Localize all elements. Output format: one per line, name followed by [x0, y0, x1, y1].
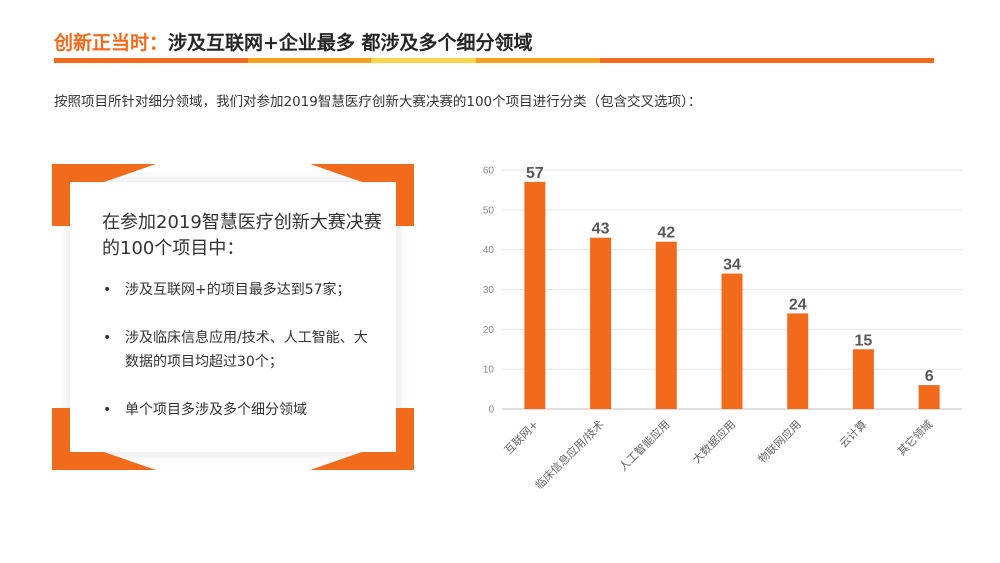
data-label: 42 — [657, 225, 675, 242]
bar — [655, 241, 677, 409]
summary-card — [70, 182, 396, 452]
subtitle: 按照项目所针对细分领域，我们对参加2019智慧医疗创新大赛决赛的100个项目进行… — [54, 94, 702, 110]
title-underline-segment — [476, 58, 600, 63]
data-label: 6 — [925, 368, 934, 385]
bar — [524, 181, 546, 409]
x-tick-label: 互联网+ — [502, 418, 541, 457]
title-underline — [54, 58, 934, 63]
y-tick-label: 0 — [488, 405, 494, 416]
data-label: 34 — [723, 257, 741, 274]
y-tick-label: 40 — [483, 245, 495, 256]
y-tick-label: 50 — [483, 205, 495, 216]
bullet-dot: • — [103, 330, 112, 346]
y-tick-label: 60 — [483, 166, 495, 177]
title-underline-segment — [599, 58, 934, 63]
data-label: 43 — [592, 221, 610, 238]
bullet-dot: • — [103, 402, 112, 418]
title-underline-segment — [247, 58, 371, 63]
corner-bottom-right — [310, 408, 414, 470]
title-underline-segment — [54, 58, 248, 63]
data-label: 24 — [789, 296, 807, 313]
bar — [918, 385, 940, 409]
x-tick-label: 其它领域 — [894, 417, 935, 458]
page-title: 创新正当时：涉及互联网+企业最多 都涉及多个细分领域 — [54, 28, 533, 55]
bullet-item: • 单个项目多涉及多个细分领域 — [103, 398, 373, 422]
y-tick-label: 20 — [483, 325, 495, 336]
bullet-item: • 涉及互联网+的项目最多达到57家； — [103, 278, 373, 302]
bar — [852, 349, 874, 409]
bullet-dot: • — [103, 282, 112, 298]
y-tick-label: 10 — [483, 365, 495, 376]
bar — [590, 237, 612, 409]
card-heading: 在参加2019智慧医疗创新大赛决赛的100个项目中： — [102, 212, 382, 259]
corner-top-right — [310, 164, 414, 226]
bar — [721, 273, 743, 409]
title-underline-segment — [370, 58, 477, 63]
bullet-text: 涉及临床信息应用/技术、人工智能、大数据的项目均超过30个； — [125, 330, 368, 370]
x-tick-label: 物联网应用 — [755, 417, 804, 466]
page-title-rest: 涉及互联网+企业最多 都涉及多个细分领域 — [168, 32, 533, 54]
page-title-accent: 创新正当时： — [54, 32, 169, 54]
bar-chart: 0 10 20 30 40 50 60 57 互联网+ 43 临床信息应用/技术 42 人工智能应用 34… — [483, 165, 962, 492]
corner-top-left — [52, 164, 156, 226]
data-label: 15 — [855, 332, 873, 349]
x-tick-label: 人工智能应用 — [616, 417, 673, 474]
y-tick-label: 30 — [483, 285, 495, 296]
bullet-item: • 涉及临床信息应用/技术、人工智能、大数据的项目均超过30个； — [103, 326, 373, 374]
x-tick-label: 云计算 — [836, 417, 869, 450]
x-tick-label: 临床信息应用/技术 — [532, 417, 607, 492]
bullet-text: 涉及互联网+的项目最多达到57家； — [125, 282, 351, 298]
bullet-text: 单个项目多涉及多个细分领域 — [125, 402, 307, 418]
x-tick-label: 大数据应用 — [689, 417, 738, 466]
card-frame-corners — [52, 164, 414, 470]
corner-bottom-left — [52, 408, 156, 470]
data-label: 57 — [526, 165, 544, 182]
bar — [787, 313, 809, 409]
